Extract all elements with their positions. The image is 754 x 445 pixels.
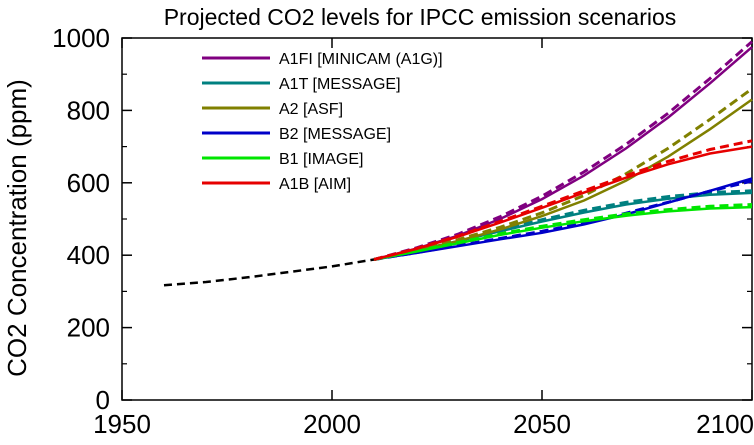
legend-label-1: A1T [MESSAGE]	[279, 76, 401, 93]
chart-title: Projected CO2 levels for IPCC emission s…	[164, 4, 677, 30]
series-2-solid-line	[373, 98, 753, 261]
series-3-solid-line	[373, 177, 753, 261]
y-tick-label-200: 200	[67, 313, 110, 343]
x-tick-label-2100: 2100	[696, 409, 754, 439]
series-5-solid-line	[373, 145, 753, 261]
x-tick-label-2050: 2050	[513, 409, 571, 439]
series-0-dashed-line	[373, 40, 753, 261]
legend-label-5: A1B [AIM]	[279, 176, 351, 193]
legend-label-0: A1FI [MINICAM (A1G)]	[279, 51, 443, 68]
y-axis-label: CO2 Concentration (ppm)	[2, 79, 32, 377]
plot-area: 1950 2000 2050 2100 0 200 400 600 800 1000 A1FI [M…	[52, 23, 754, 439]
x-tick-label-2000: 2000	[303, 409, 361, 439]
plot-frame	[121, 37, 753, 401]
legend-label-4: B1 [IMAGE]	[279, 151, 363, 168]
y-tick-label-800: 800	[67, 95, 110, 125]
legend-label-2: A2 [ASF]	[279, 101, 343, 118]
y-tick-label-600: 600	[67, 168, 110, 198]
x-tick-label-1950: 1950	[93, 409, 151, 439]
y-tick-label-0: 0	[96, 385, 110, 415]
series-2-dashed-line	[373, 87, 753, 261]
series-5-dashed-line	[373, 139, 753, 261]
series-4-solid-line	[373, 205, 753, 261]
y-tick-label-400: 400	[67, 240, 110, 270]
legend-label-3: B2 [MESSAGE]	[279, 126, 391, 143]
y-tick-label-1000: 1000	[52, 23, 110, 53]
historical-dashed-line	[163, 258, 375, 287]
